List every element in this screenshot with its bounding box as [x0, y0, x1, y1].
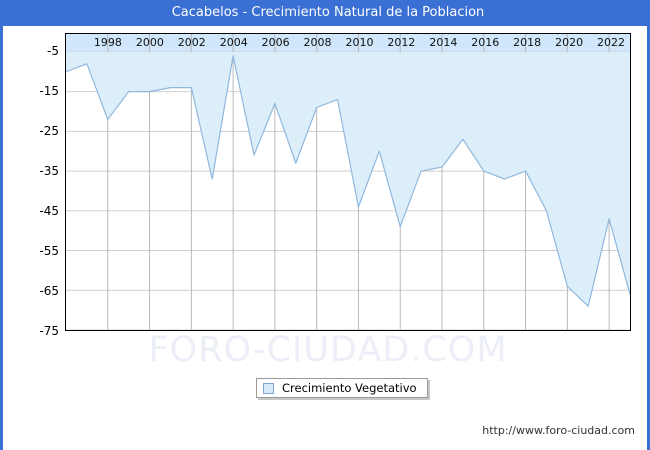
x-axis-label-band: [66, 34, 630, 52]
x-axis-tick-2020: 2020: [555, 36, 584, 49]
y-axis-tick-neg25: -25: [39, 124, 59, 138]
y-axis-tick-neg5: -5: [47, 44, 59, 58]
x-axis-tick-2014: 2014: [429, 36, 458, 49]
footer-url: http://www.foro-ciudad.com: [482, 424, 635, 437]
chart-legend: Crecimiento Vegetativo: [256, 378, 428, 398]
y-axis-tick-neg55: -55: [39, 244, 59, 258]
x-axis-tick-2006: 2006: [261, 36, 290, 49]
y-axis-tick-neg45: -45: [39, 204, 59, 218]
y-axis-tick-neg35: -35: [39, 164, 59, 178]
y-axis-tick-neg75: -75: [39, 324, 59, 338]
legend-swatch-icon: [263, 382, 274, 394]
x-axis-tick-2002: 2002: [177, 36, 206, 49]
x-axis-tick-2004: 2004: [219, 36, 248, 49]
page-title: Cacabelos - Crecimiento Natural de la Po…: [3, 0, 650, 26]
x-axis-tick-2000: 2000: [135, 36, 164, 49]
x-axis-tick-2008: 2008: [303, 36, 332, 49]
legend-label: Crecimiento Vegetativo: [282, 381, 417, 395]
x-axis-tick-2016: 2016: [471, 36, 500, 49]
x-axis-tick-1998: 1998: [93, 36, 122, 49]
y-axis-labels: -5 -15 -25 -35 -45 -55 -65 -75: [3, 33, 650, 338]
y-axis-tick-neg65: -65: [39, 284, 59, 298]
x-axis-tick-2022: 2022: [597, 36, 626, 49]
x-axis-tick-2010: 2010: [345, 36, 374, 49]
watermark-text: FORO-CIUDAD.COM: [148, 330, 508, 370]
line-chart-svg: [66, 34, 630, 330]
x-axis-tick-2018: 2018: [513, 36, 542, 49]
y-axis-tick-neg15: -15: [39, 84, 59, 98]
x-axis-tick-2012: 2012: [387, 36, 416, 49]
chart-plot-area: 1998 2000 2002 2004 2006 2008 2010 2012 2014 2016…: [65, 33, 631, 331]
